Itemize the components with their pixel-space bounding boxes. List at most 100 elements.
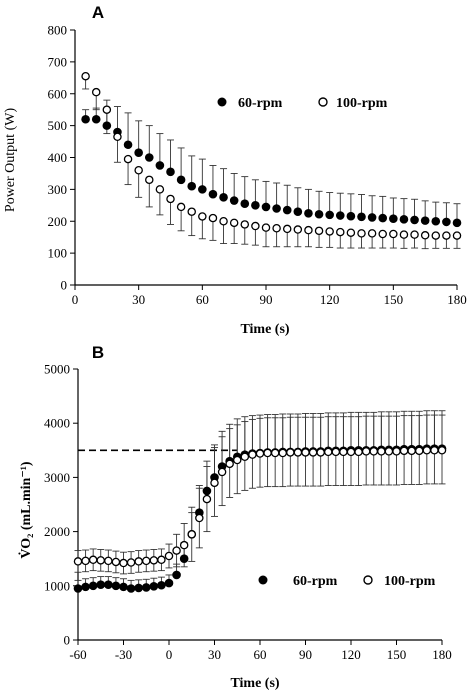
panel-b-x-tick-label: -60 — [69, 647, 86, 662]
panel-a-100rpm-point — [251, 221, 260, 231]
panel-a-100rpm-point — [134, 165, 143, 175]
panel-b-60rpm-point — [88, 581, 98, 591]
panel-b-60rpm-point — [104, 580, 113, 590]
panel-a-points — [81, 71, 462, 240]
panel-b-100rpm-point — [270, 448, 280, 458]
panel-b-100rpm-point — [179, 540, 189, 550]
panel-b-100rpm-point — [361, 447, 371, 456]
panel-b-60rpm-point — [149, 582, 159, 591]
panel-b-x-tick-label: 0 — [166, 647, 173, 662]
panel-a-60rpm-point — [229, 196, 239, 205]
panel-a-60rpm-point — [251, 201, 260, 210]
panel-a-100rpm-point — [282, 224, 292, 234]
panel-a-x-tick-label: 90 — [260, 292, 273, 307]
panel-b-60rpm-point — [111, 581, 121, 591]
panel-a-100rpm-point — [410, 230, 419, 239]
panel-b-100rpm-point — [354, 447, 363, 457]
panel-b-60rpm-point — [202, 486, 212, 496]
panel-a-60rpm-point — [272, 204, 281, 213]
panel-b-x-tick-label: 60 — [254, 647, 267, 662]
panel-b-100rpm-point — [172, 546, 181, 555]
panel-a-x-tick-label: 180 — [447, 292, 467, 307]
panel-b-100rpm-point — [369, 447, 378, 456]
panel-a-100rpm-point — [145, 175, 154, 185]
panel-a-100rpm-point — [219, 216, 228, 226]
panel-b: B -60 -30 0 30 60 90 120 150 180 0 1000 2000 3000 400… — [17, 343, 452, 691]
panel-b-60rpm-point — [126, 584, 136, 593]
panel-a-60rpm-point — [123, 140, 133, 150]
panel-b-60rpm-point — [179, 554, 189, 563]
panel-a-100rpm-point — [389, 229, 398, 239]
panel-b-100rpm-point — [422, 446, 432, 455]
panel-b-100rpm-point — [263, 448, 272, 458]
panel-a-xlabel: Time (s) — [240, 322, 289, 337]
legend-a-60rpm-label: 60-rpm — [238, 96, 283, 111]
panel-a-axes: 0 30 60 90 120 150 180 0 100 200 300 400 500 600 700 80… — [48, 23, 467, 308]
legend-b-100rpm-marker — [363, 575, 373, 585]
panel-b-60rpm-point — [81, 582, 90, 592]
panel-a-60rpm-point — [314, 209, 324, 219]
panel-b-axes: -60 -30 0 30 60 90 120 150 180 0 1000 2000 3000 4000 5… — [44, 362, 452, 663]
panel-a-60rpm-point — [261, 202, 271, 212]
legend-b-60rpm-label: 60-rpm — [293, 574, 338, 589]
panel-b-100rpm-point — [119, 558, 128, 568]
panel-b-100rpm-point — [202, 494, 212, 504]
panel-b-xlabel: Time (s) — [230, 676, 279, 691]
panel-b-100rpm-point — [293, 448, 303, 457]
panel-b-x-tick-label: 120 — [341, 647, 361, 662]
panel-b-100rpm-point — [301, 448, 310, 457]
panel-a-100rpm-point — [314, 226, 324, 236]
panel-b-60rpm-point — [157, 580, 166, 590]
panel-a-60rpm-point — [282, 205, 292, 215]
panel-b-60rpm-point — [172, 570, 181, 580]
panel-b-100rpm-point — [377, 447, 386, 456]
panel-b-100rpm-point — [308, 448, 318, 457]
panel-a-60rpm-point — [304, 208, 313, 218]
panel-a-y-tick-label: 700 — [48, 54, 68, 69]
panel-a-y-tick-label: 600 — [48, 86, 68, 101]
panel-a-letter: A — [92, 3, 104, 22]
legend-a-100rpm-marker — [318, 97, 328, 107]
panel-a-100rpm-point — [229, 218, 239, 228]
panel-a-60rpm-point — [166, 167, 175, 177]
panel-a-100rpm-point — [293, 225, 303, 234]
panel-a-60rpm-point — [81, 114, 90, 124]
panel-b-points — [73, 444, 447, 593]
panel-b-y-tick-label: 2000 — [44, 524, 70, 539]
panel-a-100rpm-point — [367, 229, 377, 238]
panel-a-y-tick-label: 200 — [48, 214, 68, 229]
panel-a: A 0 30 60 90 120 150 180 0 100 200 300 400 500 600 700… — [3, 3, 467, 337]
panel-a-100rpm-point — [304, 225, 313, 235]
panel-a-100rpm-point — [346, 228, 356, 237]
panel-a-100rpm-point — [325, 227, 334, 236]
panel-a-60rpm-point — [367, 213, 377, 222]
panel-a-legend: 60-rpm 100-rpm — [217, 96, 388, 111]
panel-a-100rpm-point — [198, 212, 207, 221]
panel-a-60rpm-point — [378, 213, 388, 223]
panel-b-100rpm-point — [278, 448, 287, 458]
panel-a-x-tick-label: 150 — [384, 292, 404, 307]
panel-b-100rpm-point — [157, 555, 166, 565]
legend-b-60rpm-marker — [258, 575, 268, 585]
panel-b-x-tick-label: 150 — [387, 647, 407, 662]
panel-a-y-tick-label: 400 — [48, 150, 68, 165]
panel-a-60rpm-point — [431, 216, 441, 226]
panel-a-60rpm-point — [91, 114, 101, 124]
panel-b-100rpm-point — [316, 448, 325, 457]
panel-b-100rpm-point — [81, 556, 90, 566]
panel-b-100rpm-point — [331, 447, 341, 457]
legend-b-100rpm-label: 100-rpm — [384, 574, 436, 589]
panel-a-100rpm-point — [123, 154, 133, 164]
panel-b-y-tick-label: 5000 — [44, 362, 70, 377]
panel-b-error-bars — [74, 410, 446, 589]
panel-b-100rpm-point — [88, 555, 98, 565]
panel-a-100rpm-point — [442, 231, 451, 240]
panel-a-100rpm-point — [187, 207, 196, 216]
panel-b-100rpm-point — [126, 558, 136, 567]
panel-a-x-tick-label: 30 — [132, 292, 145, 307]
panel-a-100rpm-point — [378, 229, 387, 239]
panel-b-ylabel: V̇O₂ (mL.min⁻¹) — [17, 461, 34, 559]
panel-b-60rpm-point — [164, 578, 174, 588]
panel-a-100rpm-point — [176, 202, 186, 212]
panel-b-100rpm-point — [187, 530, 196, 539]
